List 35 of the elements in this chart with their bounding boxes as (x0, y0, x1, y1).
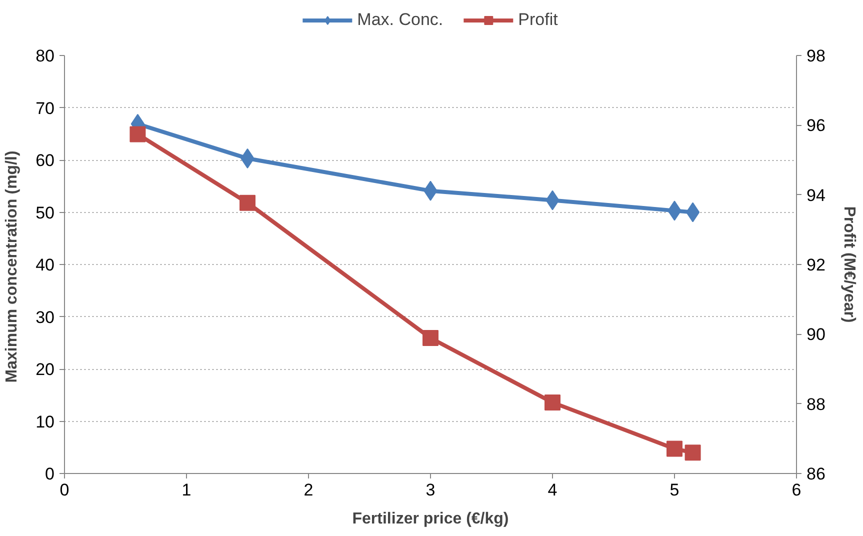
point (240, 194, 256, 211)
y-tick-label: 20 (36, 360, 55, 379)
y2-tick-label: 94 (806, 186, 826, 205)
point (666, 440, 682, 457)
x-tick-label: 3 (426, 480, 436, 500)
y2-tick-label: 88 (806, 394, 826, 414)
y-axis-title: Maximum concentration (mg/l) (4, 150, 21, 383)
y2-tick-label: 92 (806, 256, 826, 274)
y2-tick-label: 86 (806, 464, 826, 484)
y-tick-label: 40 (36, 256, 55, 274)
point (686, 202, 700, 222)
point (684, 444, 701, 461)
point (544, 394, 560, 410)
y2-tick-label: 90 (806, 325, 826, 344)
y-tick-label: 10 (36, 412, 55, 432)
y2-tick-label: 98 (806, 46, 826, 66)
x-tick-label: 6 (792, 480, 802, 500)
y2-axis-title: Profit (M€/year) (840, 206, 858, 323)
y-tick-label: 60 (36, 151, 55, 170)
x-tick-label: 1 (182, 480, 192, 500)
point (422, 330, 438, 346)
legend-label: Max. Conc. (357, 10, 444, 30)
x-axis-title: Fertilizer price (€/kg) (352, 510, 509, 528)
y-tick-label: 50 (36, 203, 55, 222)
x-tick-label: 0 (60, 480, 70, 500)
x-tick-label: 4 (548, 480, 558, 500)
y-tick-label: 0 (45, 464, 55, 484)
x-tick-label: 2 (304, 480, 314, 500)
y-tick-label: 70 (36, 98, 55, 118)
point (130, 126, 146, 142)
y-tick-label: 80 (36, 46, 55, 66)
legend-label: Profit (518, 10, 558, 30)
y2-tick-label: 96 (806, 116, 826, 136)
y-tick-label: 30 (36, 308, 55, 327)
x-tick-label: 5 (670, 480, 680, 500)
